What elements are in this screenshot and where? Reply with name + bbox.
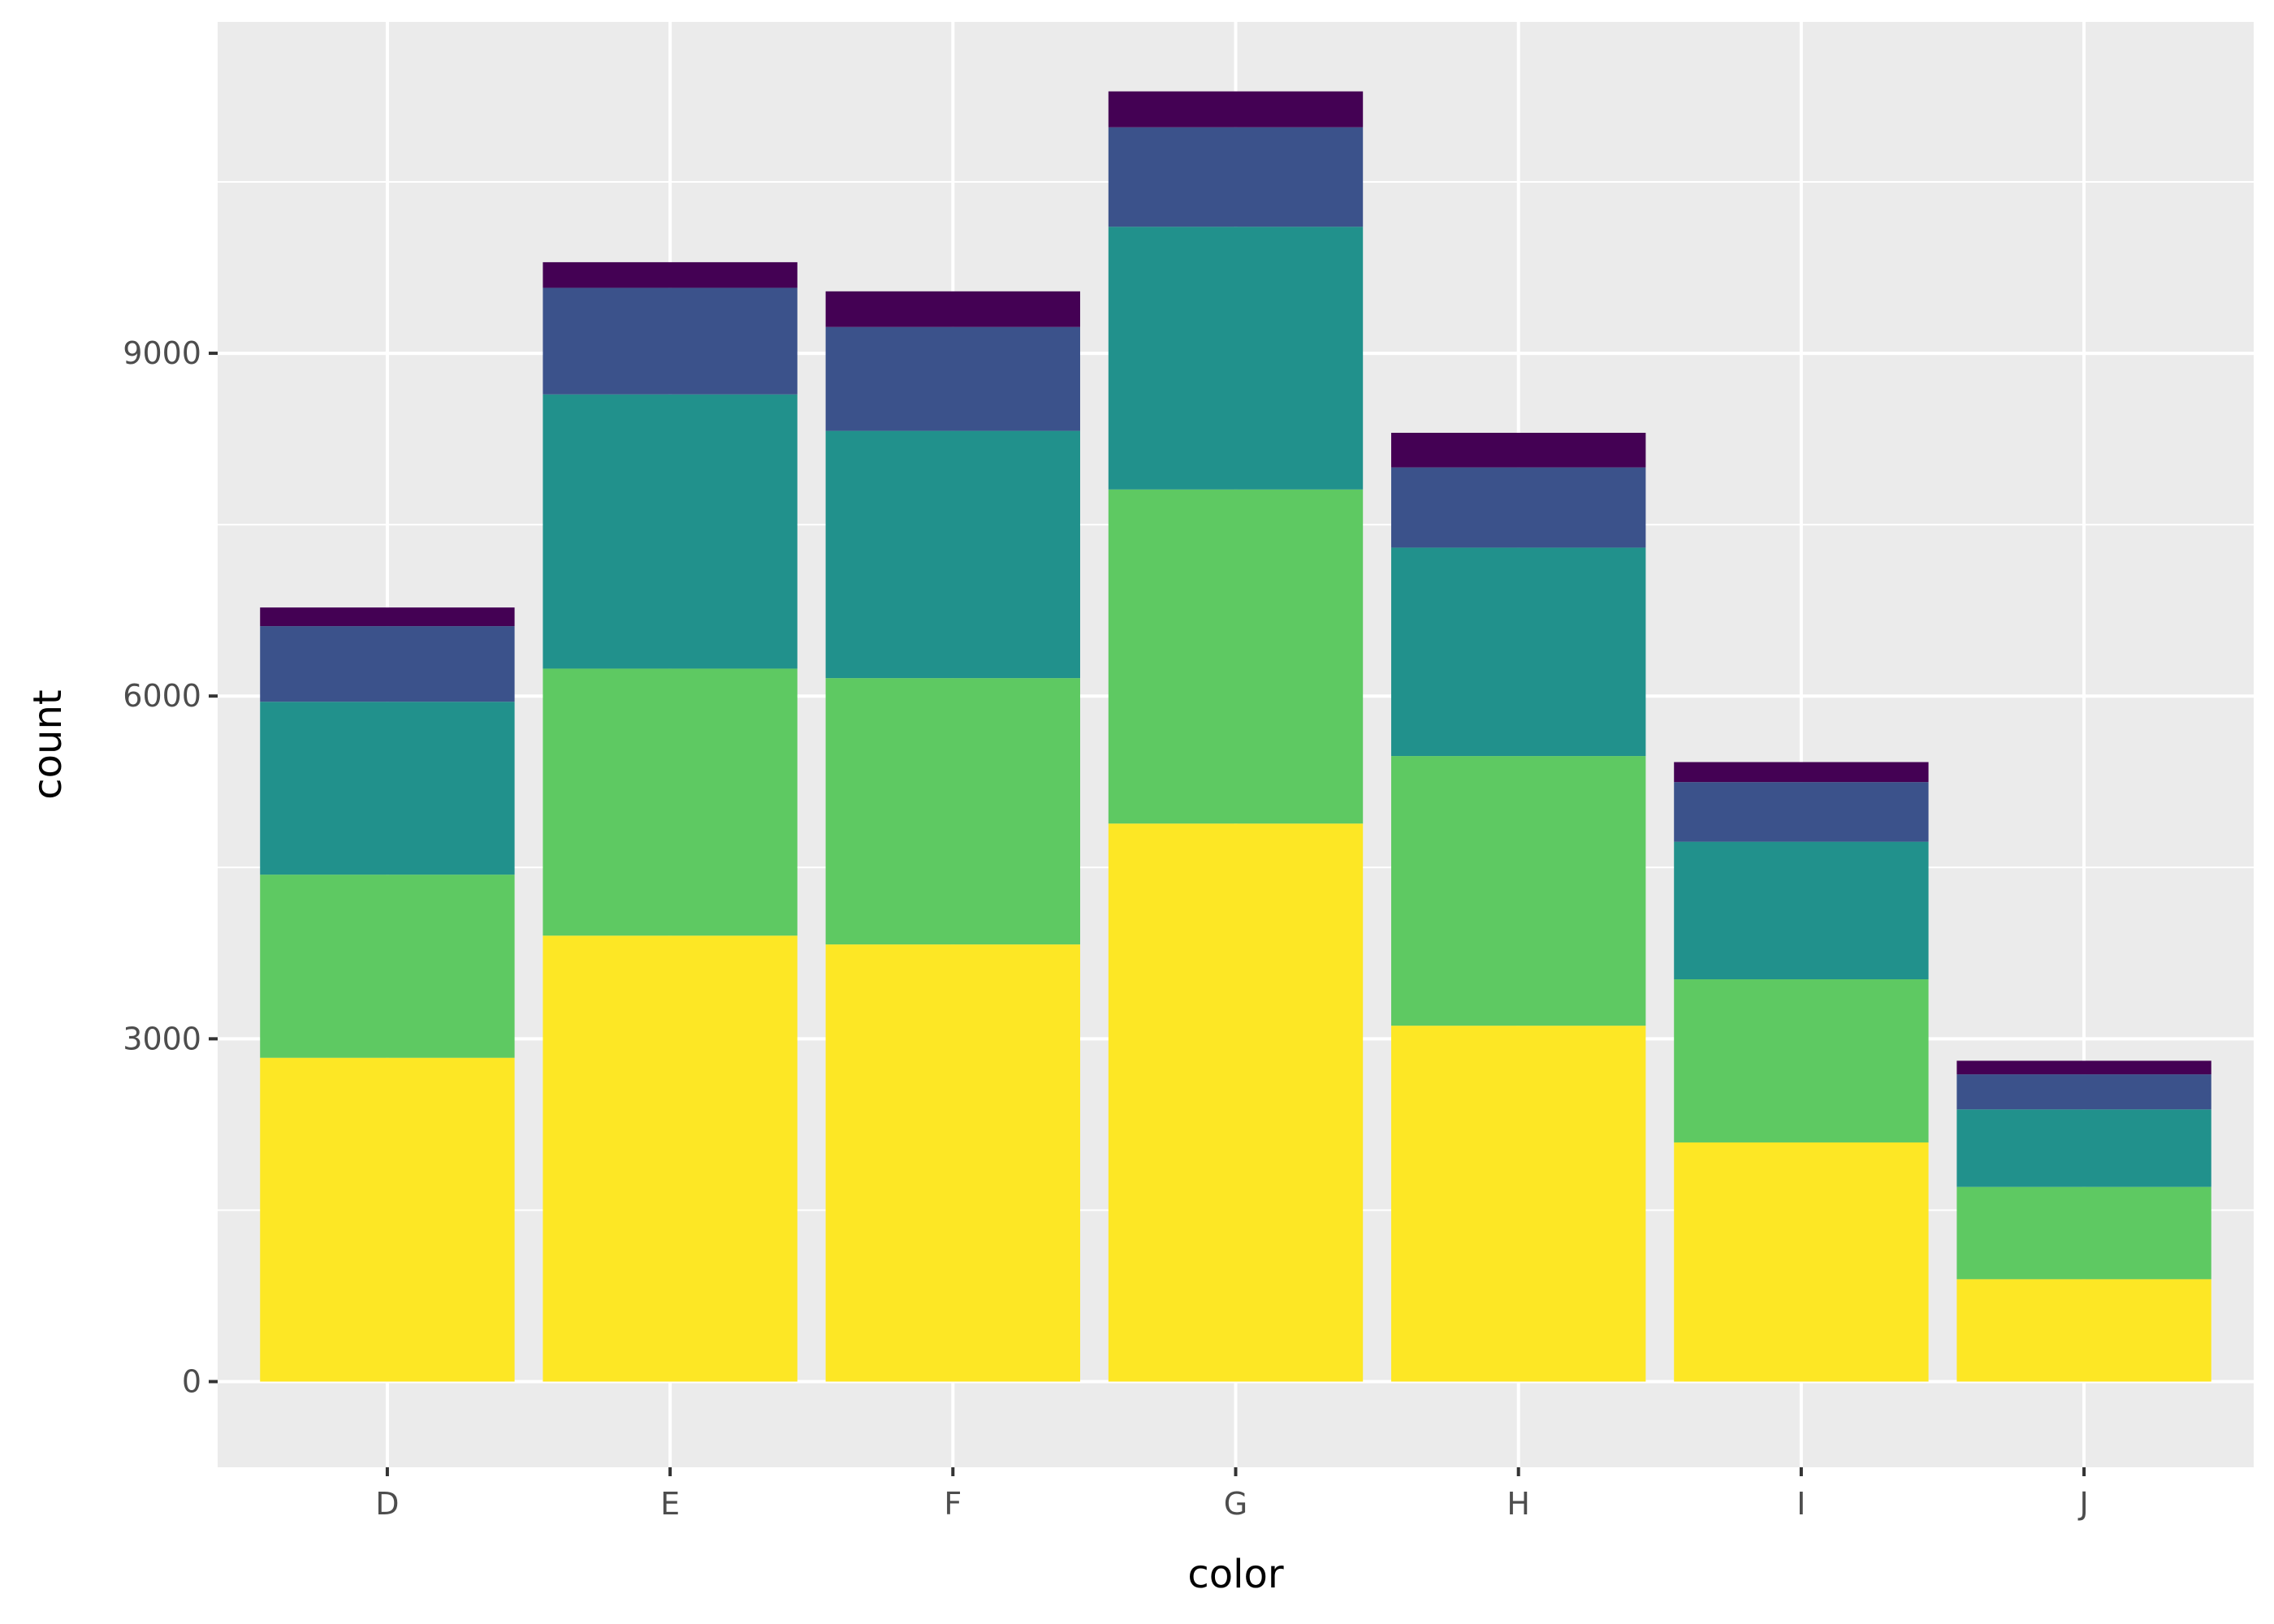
y-tick-label: 6000 [123, 678, 201, 714]
x-tick-label: F [944, 1486, 962, 1522]
y-axis-title: count [25, 689, 71, 799]
x-axis-title: color [1187, 1552, 1283, 1597]
bar-segment [543, 935, 798, 1382]
bar-segment [1674, 762, 1929, 783]
x-tick-label: D [375, 1486, 399, 1522]
bar-segment [825, 944, 1080, 1382]
bar-segment [1391, 467, 1646, 548]
bar-segment [1956, 1060, 2211, 1075]
x-tick-label: I [1796, 1486, 1805, 1522]
bar-segment [1674, 1142, 1929, 1382]
x-tick-label: H [1507, 1486, 1530, 1522]
bars [260, 91, 2211, 1382]
x-axis: D E F G H I J [375, 1467, 2089, 1522]
bar-segment [1391, 756, 1646, 1026]
x-tick-label: G [1224, 1486, 1247, 1522]
bar-segment [543, 261, 798, 288]
bar-segment [1108, 127, 1364, 227]
y-tick-label: 0 [182, 1363, 201, 1399]
bar-segment [1391, 432, 1646, 468]
bar-segment [260, 1057, 515, 1382]
bar-segment [1391, 1026, 1646, 1382]
y-tick-label: 9000 [123, 335, 201, 371]
bar-segment [543, 668, 798, 936]
y-axis: 0 3000 6000 9000 [123, 335, 218, 1399]
bar-segment [1674, 841, 1929, 980]
bar-segment [260, 875, 515, 1058]
bar-segment [1391, 547, 1646, 757]
bar-segment [1108, 91, 1364, 127]
bar-segment [1674, 979, 1929, 1142]
bar-segment [260, 626, 515, 702]
bar-segment [1108, 227, 1364, 490]
bar-segment [543, 287, 798, 395]
y-tick-label: 3000 [123, 1021, 201, 1056]
bar-segment [1108, 823, 1364, 1382]
x-tick-label: J [2077, 1486, 2088, 1522]
bar-segment [1956, 1109, 2211, 1187]
bar-segment [1108, 489, 1364, 824]
bar-segment [825, 326, 1080, 431]
bar-segment [825, 430, 1080, 679]
bar-segment [825, 291, 1080, 327]
x-tick-label: E [660, 1486, 680, 1522]
bar-segment [543, 394, 798, 669]
bar-segment [260, 607, 515, 627]
bar-segment [260, 702, 515, 875]
bar-segment [1674, 782, 1929, 842]
bar-segment [1956, 1279, 2211, 1382]
bar-segment [1956, 1186, 2211, 1280]
bar-segment [1956, 1074, 2211, 1110]
bar-segment [825, 678, 1080, 945]
